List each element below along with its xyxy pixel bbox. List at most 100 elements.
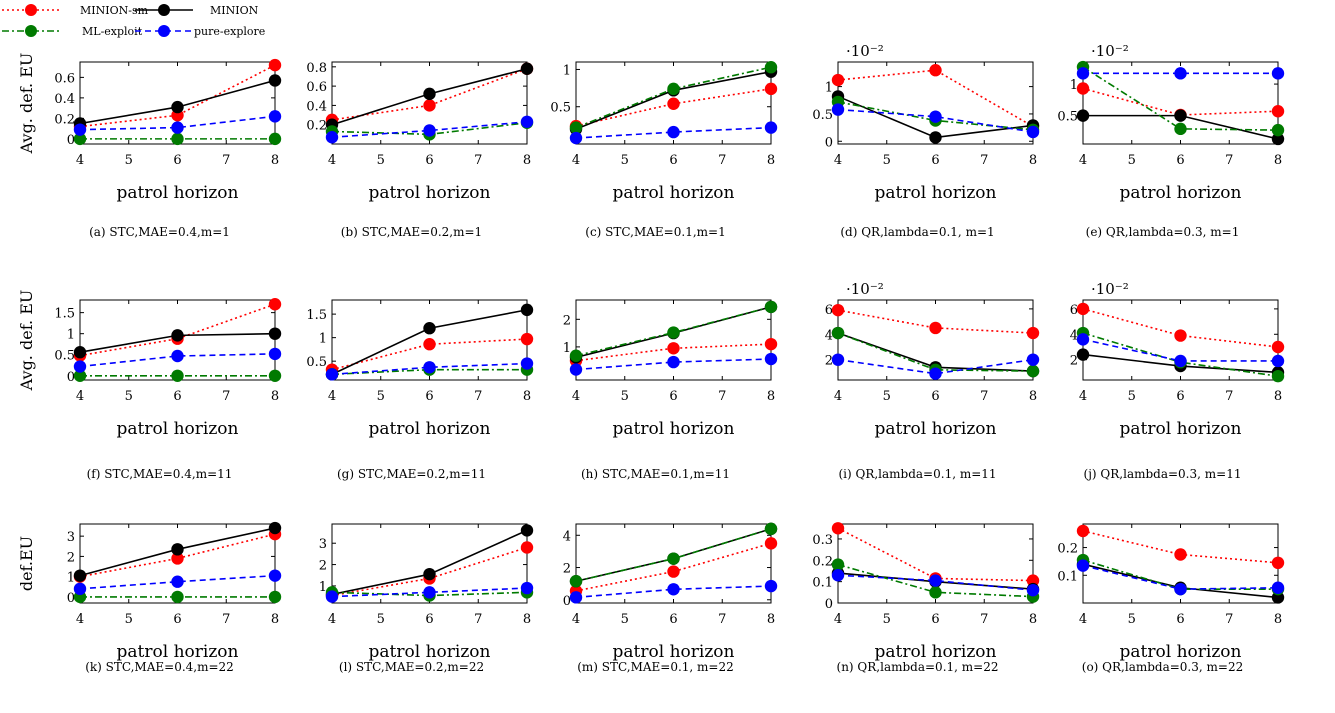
y-axis-exponent: ·10⁻² [1091, 42, 1129, 60]
data-point-pure_explore [831, 569, 845, 582]
x-tick-label: 5 [377, 153, 385, 168]
data-point-pure_explore [764, 121, 778, 134]
series-pure_explore [1076, 67, 1285, 80]
series-ml_exploit [569, 300, 778, 362]
x-tick-label: 5 [125, 153, 133, 168]
series-minion [325, 62, 534, 131]
data-point-ml_exploit [764, 61, 778, 74]
x-tick-label: 7 [474, 612, 482, 627]
data-point-minion_sm [1026, 326, 1040, 340]
series-minion_sm [1076, 524, 1285, 570]
x-tick-label: 5 [1128, 612, 1136, 627]
data-point-minion [171, 329, 184, 342]
data-point-minion_sm [764, 82, 778, 96]
chart-panel-11: 4 5 6 7 8 1 2 3 patrol horizon(l) STC,MAE=0.2,m=… [319, 523, 534, 674]
data-point-pure_explore [831, 353, 845, 366]
series-line-ml_exploit [837, 101, 1034, 131]
x-tick-label: 7 [474, 153, 482, 168]
data-point-ml_exploit [764, 300, 778, 314]
y-tick-label: 0.4 [306, 99, 327, 114]
y-tick-label: 1 [1070, 78, 1078, 93]
panel-caption: (k) STC,MAE=0.4,m=22 [85, 660, 234, 674]
x-tick-label: 7 [222, 389, 230, 404]
series-ml_exploit [569, 522, 778, 588]
y-tick-label: 0.4 [54, 92, 75, 107]
data-point-minion [268, 327, 282, 340]
data-point-pure_explore [1026, 583, 1040, 597]
x-tick-label: 8 [271, 153, 279, 168]
x-tick-label: 7 [1225, 612, 1233, 627]
data-point-minion_sm [1174, 548, 1187, 561]
x-tick-label: 5 [621, 153, 629, 168]
y-tick-label: 4 [563, 529, 571, 544]
data-point-ml_exploit [569, 575, 583, 588]
data-point-ml_exploit [171, 590, 184, 604]
data-point-ml_exploit [268, 590, 282, 604]
y-tick-label: 0 [67, 133, 75, 148]
data-point-ml_exploit [831, 326, 845, 340]
series-pure_explore [569, 121, 778, 145]
x-axis-label: patrol horizon [875, 419, 997, 439]
x-tick-label: 7 [222, 153, 230, 168]
series-line-ml_exploit [837, 332, 1034, 372]
series-pure_explore [325, 357, 534, 381]
x-tick-label: 5 [883, 612, 891, 627]
y-tick-label: 0.6 [54, 71, 75, 86]
series-line-pure_explore [331, 587, 528, 598]
x-tick-label: 6 [173, 389, 181, 404]
x-tick-label: 6 [669, 612, 677, 627]
data-point-pure_explore [325, 590, 339, 603]
x-tick-label: 8 [767, 389, 775, 404]
chart-panel-13: 4 5 6 7 8 0 0.1 0.2 0.3 patrol horizon(n) QR,lamb… [812, 522, 1040, 674]
y-tick-label: 6 [1070, 303, 1078, 318]
data-point-minion_sm [268, 58, 282, 72]
data-point-ml_exploit [1174, 122, 1187, 136]
data-point-pure_explore [1271, 67, 1285, 80]
data-point-minion [73, 569, 87, 582]
series-minion [1076, 109, 1285, 146]
x-axis-label: patrol horizon [875, 642, 997, 662]
y-axis-label: def.EU [17, 536, 36, 591]
data-point-pure_explore [929, 574, 942, 587]
data-point-minion [1174, 109, 1187, 122]
data-point-pure_explore [423, 124, 436, 137]
x-tick-label: 7 [980, 153, 988, 168]
x-tick-label: 6 [669, 389, 677, 404]
x-tick-label: 6 [173, 153, 181, 168]
data-point-minion_sm [667, 565, 680, 578]
data-point-minion_sm [268, 298, 282, 311]
panel-caption: (g) STC,MAE=0.2,m=11 [337, 467, 486, 481]
data-point-minion_sm [1271, 556, 1285, 570]
x-tick-label: 4 [328, 153, 336, 168]
data-point-pure_explore [268, 347, 282, 361]
data-point-pure_explore [73, 123, 87, 136]
y-axis-exponent: ·10⁻² [846, 42, 884, 60]
series-line-ml_exploit [331, 591, 528, 597]
x-tick-label: 8 [1274, 612, 1282, 627]
data-point-pure_explore [268, 569, 282, 582]
panel-caption: (h) STC,MAE=0.1,m=11 [581, 467, 730, 481]
series-line-pure_explore [79, 353, 276, 368]
x-axis-label: patrol horizon [1120, 642, 1242, 662]
legend-entry-minion_sm: MINION-sm [2, 4, 149, 17]
data-point-pure_explore [667, 355, 680, 369]
panel-caption: (i) QR,lambda=0.1, m=11 [838, 467, 996, 481]
data-point-pure_explore [423, 361, 436, 374]
y-axis-exponent: ·10⁻² [1091, 280, 1129, 298]
series-line-minion [331, 529, 528, 596]
series-line-minion_sm [79, 64, 276, 128]
x-axis-label: patrol horizon [369, 642, 491, 662]
data-point-minion [268, 74, 282, 87]
x-tick-label: 7 [718, 389, 726, 404]
series-pure_explore [73, 569, 282, 596]
x-tick-label: 6 [931, 153, 939, 168]
series-pure_explore [569, 352, 778, 376]
y-tick-label: 1 [319, 332, 327, 347]
x-tick-label: 6 [931, 612, 939, 627]
x-tick-label: 4 [1079, 389, 1087, 404]
series-minion_sm [1076, 302, 1285, 354]
y-tick-label: 0.5 [550, 101, 571, 116]
chart-panel-4: 4 5 6 7 8 0.5 1 ·10⁻² patrol horizon (e) QR,lambd… [1057, 42, 1285, 239]
x-tick-label: 5 [377, 389, 385, 404]
data-point-minion_sm [1271, 105, 1285, 118]
